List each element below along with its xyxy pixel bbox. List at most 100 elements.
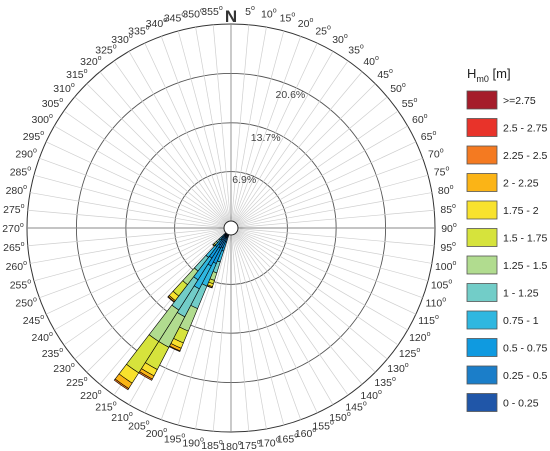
spoke-95 (237, 228, 435, 247)
degree-symbol: o (435, 314, 439, 321)
direction-label-25: 25o (315, 24, 331, 37)
degree-symbol: o (416, 347, 420, 354)
legend-label: 0.25 - 0.5 (503, 370, 548, 382)
spoke-250 (39, 230, 225, 299)
spoke-75 (237, 174, 429, 227)
spoke-255 (33, 229, 225, 282)
direction-label-300: 300o (31, 113, 53, 126)
degree-symbol: o (49, 113, 53, 120)
center-hub (223, 220, 239, 236)
direction-label-95: 95o (440, 241, 456, 254)
direction-label-175: 175o (239, 439, 261, 451)
direction-label-355: 355o (201, 5, 223, 18)
direction-label-345: 345o (164, 11, 186, 24)
direction-label-235: 235o (42, 347, 64, 360)
legend-label: 1 - 1.25 (503, 288, 539, 300)
direction-label-305: 305o (42, 97, 64, 110)
degree-symbol: o (21, 203, 25, 210)
spoke-10 (231, 27, 267, 222)
degree-symbol: o (59, 97, 63, 104)
spoke-135 (235, 232, 376, 373)
direction-label-245: 245o (23, 314, 45, 327)
spoke-300 (54, 125, 226, 225)
degree-symbol: o (59, 347, 63, 354)
legend-swatch (466, 118, 498, 137)
degree-symbol: o (363, 401, 367, 408)
direction-label-310: 310o (53, 82, 75, 95)
spoke-150 (234, 233, 334, 405)
spoke-115 (237, 230, 417, 315)
legend-swatch (466, 283, 498, 302)
degree-symbol: o (453, 260, 457, 267)
direction-label-285: 285o (10, 166, 32, 179)
direction-label-340: 340o (146, 17, 168, 30)
spoke-285 (33, 174, 225, 227)
degree-symbol: o (23, 260, 27, 267)
direction-label-295: 295o (23, 130, 45, 143)
legend-label: 2 - 2.25 (503, 178, 539, 190)
spoke-80 (237, 192, 432, 228)
direction-label-250: 250o (15, 297, 37, 310)
degree-symbol: o (40, 130, 44, 137)
degree-symbol: o (163, 427, 167, 434)
direction-label-225: 225o (66, 376, 88, 389)
sector-225-class-7 (212, 243, 216, 247)
legend-swatch (466, 393, 498, 412)
spoke-320 (99, 71, 227, 223)
degree-symbol: o (291, 11, 295, 18)
spoke-155 (233, 234, 318, 414)
spoke-165 (232, 234, 285, 426)
degree-symbol: o (98, 389, 102, 396)
spoke-25 (233, 42, 318, 222)
legend-label: 0.5 - 0.75 (503, 343, 548, 355)
spoke-280 (30, 192, 225, 228)
legend-title-sub: m0 (476, 74, 489, 84)
direction-label-15: 15o (280, 11, 296, 24)
degree-symbol: o (163, 17, 167, 24)
direction-label-280: 280o (6, 184, 28, 197)
direction-label-205: 205o (128, 420, 150, 433)
spoke-290 (39, 157, 225, 226)
spoke-345 (177, 30, 230, 222)
direction-label-45: 45o (377, 68, 393, 81)
spoke-35 (234, 60, 349, 223)
degree-symbol: o (344, 33, 348, 40)
legend-label: 0 - 0.25 (503, 398, 539, 410)
spoke-85 (237, 209, 435, 228)
legend-swatch (466, 228, 498, 247)
degree-symbol: o (402, 82, 406, 89)
degree-symbol: o (327, 24, 331, 31)
degree-symbol: o (294, 433, 298, 440)
spoke-130 (236, 232, 388, 360)
degree-symbol: o (146, 24, 150, 31)
spoke-170 (231, 234, 267, 429)
direction-label-20: 20o (298, 17, 314, 30)
legend-swatch (466, 365, 498, 385)
direction-label-270: 270o (2, 222, 24, 235)
direction-label-170: 170o (258, 437, 280, 450)
degree-symbol: o (33, 147, 37, 154)
direction-label-85: 85o (440, 203, 456, 216)
legend-label: >=2.75 (503, 95, 536, 107)
sector-215-class-9 (113, 378, 130, 391)
degree-symbol: o (330, 420, 334, 427)
direction-label-335: 335o (128, 24, 150, 37)
direction-label-255: 255o (10, 278, 32, 291)
spoke-145 (234, 233, 349, 396)
spoke-190 (195, 234, 231, 429)
legend-swatch (466, 255, 498, 275)
degree-symbol: o (40, 314, 44, 321)
direction-label-30: 30o (332, 33, 348, 46)
spoke-40 (235, 71, 363, 223)
direction-label-210: 210o (111, 411, 133, 424)
legend-label: 2.5 - 2.75 (503, 123, 548, 135)
direction-label-185: 185o (201, 439, 223, 451)
direction-label-65: 65o (421, 130, 437, 143)
direction-label-135: 135o (374, 376, 396, 389)
direction-label-5: 5o (245, 5, 255, 18)
spoke-245 (45, 230, 225, 315)
spoke-160 (233, 234, 302, 420)
spoke-120 (236, 231, 408, 331)
spoke-185 (212, 234, 231, 432)
direction-label-70: 70o (428, 147, 444, 160)
